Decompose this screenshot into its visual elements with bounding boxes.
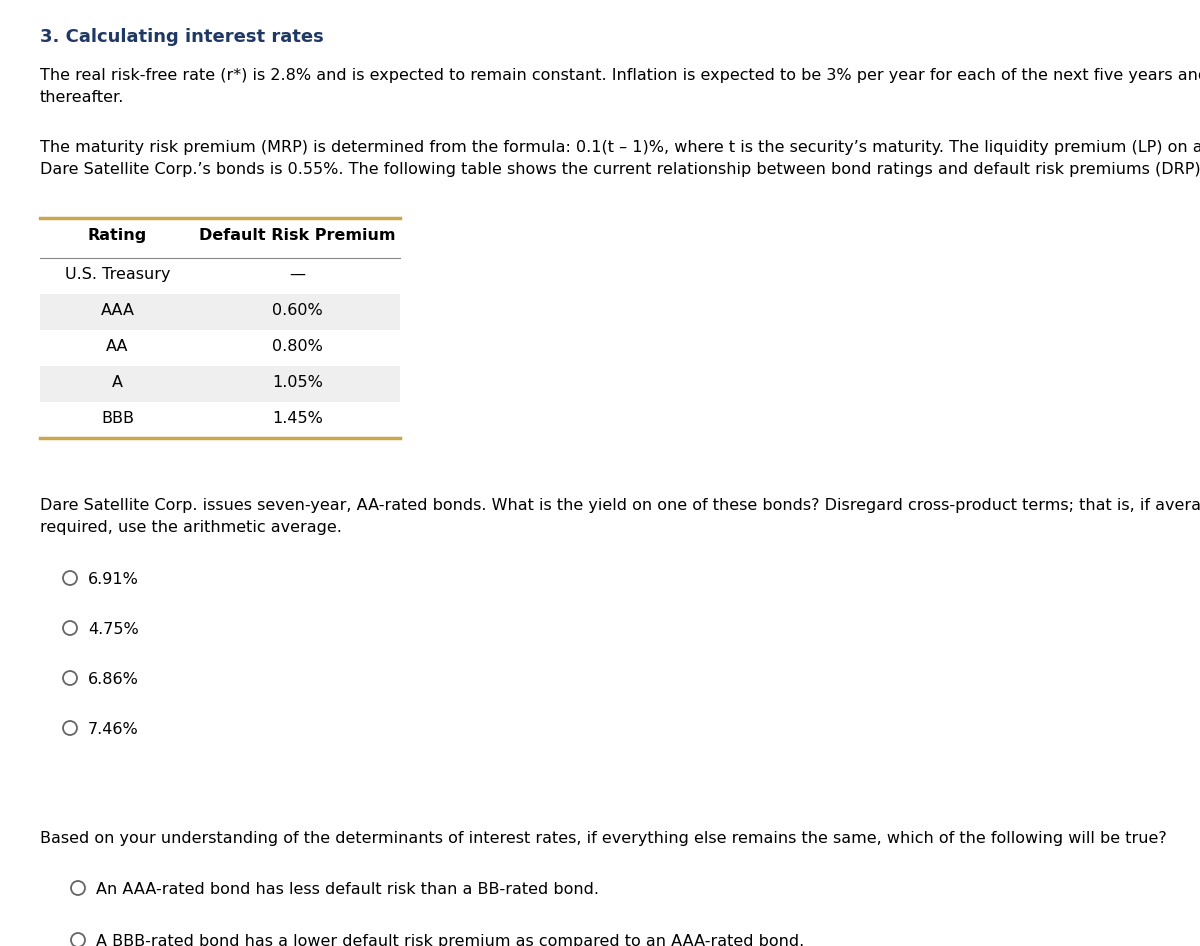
Text: Based on your understanding of the determinants of interest rates, if everything: Based on your understanding of the deter… [40, 831, 1166, 846]
Text: 0.80%: 0.80% [272, 339, 323, 354]
Text: 7.46%: 7.46% [88, 722, 139, 737]
Text: A BBB-rated bond has a lower default risk premium as compared to an AAA-rated bo: A BBB-rated bond has a lower default ris… [96, 934, 804, 946]
Text: —: — [289, 267, 306, 282]
Text: 6.86%: 6.86% [88, 672, 139, 687]
Text: 6.91%: 6.91% [88, 572, 139, 587]
Text: AA: AA [107, 339, 128, 354]
Text: Default Risk Premium: Default Risk Premium [199, 228, 396, 243]
Text: AAA: AAA [101, 303, 134, 318]
Bar [40, 294, 400, 330]
Text: 1.45%: 1.45% [272, 411, 323, 426]
Text: Rating: Rating [88, 228, 148, 243]
Text: 4.75%: 4.75% [88, 622, 139, 637]
Text: U.S. Treasury: U.S. Treasury [65, 267, 170, 282]
Text: Dare Satellite Corp. issues seven-year, AA-rated bonds. What is the yield on one: Dare Satellite Corp. issues seven-year, … [40, 498, 1200, 534]
Text: 0.60%: 0.60% [272, 303, 323, 318]
Text: BBB: BBB [101, 411, 134, 426]
Text: 3. Calculating interest rates: 3. Calculating interest rates [40, 28, 324, 46]
Bar [40, 366, 400, 402]
Text: A: A [112, 375, 124, 390]
Text: The maturity risk premium (MRP) is determined from the formula: 0.1(t – 1)%, whe: The maturity risk premium (MRP) is deter… [40, 140, 1200, 177]
Text: 1.05%: 1.05% [272, 375, 323, 390]
Text: The real risk-free rate (r*) is 2.8% and is expected to remain constant. Inflati: The real risk-free rate (r*) is 2.8% and… [40, 68, 1200, 105]
Text: An AAA-rated bond has less default risk than a BB-rated bond.: An AAA-rated bond has less default risk … [96, 882, 599, 897]
